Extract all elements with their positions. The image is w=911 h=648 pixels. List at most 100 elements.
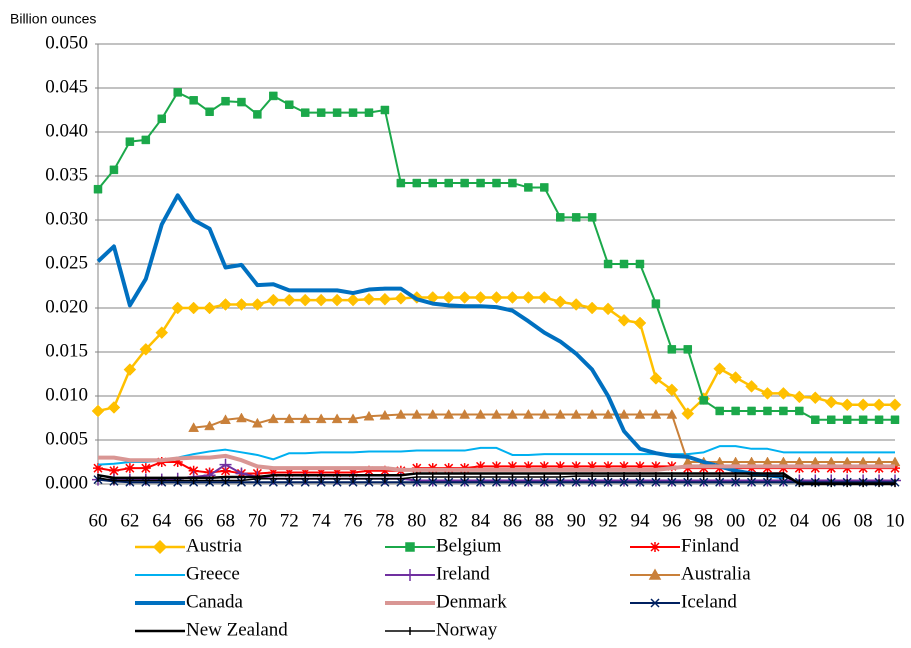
y-tick-label: 0.050: [45, 32, 88, 53]
legend-label: Finland: [681, 535, 740, 556]
data-marker: [778, 477, 788, 487]
x-tick-label: 98: [694, 510, 713, 531]
y-tick-label: 0.000: [45, 472, 88, 493]
data-marker: [107, 401, 121, 414]
legend-label: Greece: [186, 563, 240, 584]
data-marker: [540, 183, 549, 192]
data-marker: [858, 415, 868, 425]
data-marker: [331, 413, 343, 424]
data-marker: [330, 293, 344, 307]
data-marker: [795, 406, 804, 416]
data-marker: [491, 461, 502, 472]
data-marker: [364, 108, 374, 117]
series-line: [97, 91, 895, 421]
data-marker: [204, 420, 216, 431]
data-marker: [874, 415, 884, 425]
data-marker: [332, 467, 343, 478]
data-marker: [731, 406, 740, 416]
y-tick-label: 0.010: [45, 384, 88, 405]
data-marker: [715, 406, 724, 416]
legend-label: Iceland: [681, 591, 737, 612]
data-marker: [442, 291, 456, 304]
data-marker: [315, 413, 327, 424]
data-marker: [380, 105, 390, 115]
y-tick-label: 0.030: [45, 208, 88, 229]
data-marker: [347, 413, 359, 424]
data-marker: [458, 291, 471, 304]
x-tick-label: 64: [152, 510, 172, 531]
data-marker: [699, 477, 709, 487]
y-tick-label: 0.025: [45, 252, 88, 273]
y-tick-label: 0.015: [45, 340, 88, 361]
x-tick-label: 90: [567, 510, 586, 531]
data-marker: [729, 371, 742, 384]
data-marker: [587, 477, 597, 487]
data-marker: [601, 302, 615, 316]
data-marker: [650, 408, 662, 419]
data-marker: [93, 463, 103, 474]
data-marker: [476, 477, 486, 487]
data-marker: [316, 467, 327, 478]
data-marker: [379, 465, 390, 476]
data-marker: [650, 461, 661, 472]
data-marker: [761, 387, 774, 400]
data-marker: [253, 110, 262, 119]
data-marker: [475, 408, 486, 419]
data-marker: [428, 178, 437, 188]
data-marker: [348, 467, 359, 478]
data-marker: [683, 477, 693, 487]
legend-label: New Zealand: [186, 619, 288, 640]
data-marker: [571, 213, 581, 222]
data-marker: [842, 415, 852, 425]
data-marker: [715, 477, 725, 487]
x-tick-label: 70: [248, 510, 267, 531]
data-marker: [444, 477, 454, 487]
data-marker: [651, 299, 661, 308]
data-marker: [235, 298, 248, 311]
data-marker: [872, 398, 886, 412]
data-marker: [316, 108, 326, 117]
data-marker: [379, 409, 391, 420]
data-marker: [762, 477, 773, 487]
data-marker: [139, 343, 153, 356]
y-tick-label: 0.045: [45, 76, 88, 97]
data-marker: [508, 178, 517, 188]
data-marker: [713, 362, 727, 376]
series-line: [96, 193, 784, 479]
data-marker: [587, 213, 597, 222]
data-marker: [491, 408, 502, 419]
x-tick-label: 02: [758, 510, 777, 531]
data-marker: [221, 96, 230, 106]
data-marker: [507, 461, 518, 472]
data-marker: [490, 291, 503, 304]
legend-marker: [650, 598, 660, 608]
data-marker: [571, 477, 581, 487]
data-marker: [747, 477, 757, 487]
data-marker: [492, 178, 501, 188]
data-marker: [603, 259, 613, 269]
data-marker: [157, 114, 167, 124]
legend-marker: [648, 568, 662, 580]
data-marker: [553, 295, 567, 309]
data-marker: [474, 291, 487, 304]
data-marker: [745, 379, 758, 393]
data-marker: [268, 467, 279, 478]
data-marker: [269, 91, 278, 101]
x-tick-label: 76: [344, 510, 363, 531]
data-marker: [667, 477, 677, 487]
data-marker: [856, 398, 870, 412]
data-marker: [189, 96, 198, 105]
data-marker: [666, 408, 678, 419]
data-marker: [538, 408, 550, 419]
data-marker: [251, 417, 263, 428]
legend-marker: [650, 542, 660, 552]
data-marker: [779, 406, 788, 416]
data-marker: [523, 461, 534, 472]
data-marker: [205, 107, 214, 117]
data-marker: [141, 135, 151, 145]
legend-label: Australia: [681, 563, 751, 584]
data-marker: [665, 383, 679, 397]
data-marker: [237, 97, 246, 107]
y-tick-label: 0.040: [45, 120, 88, 141]
